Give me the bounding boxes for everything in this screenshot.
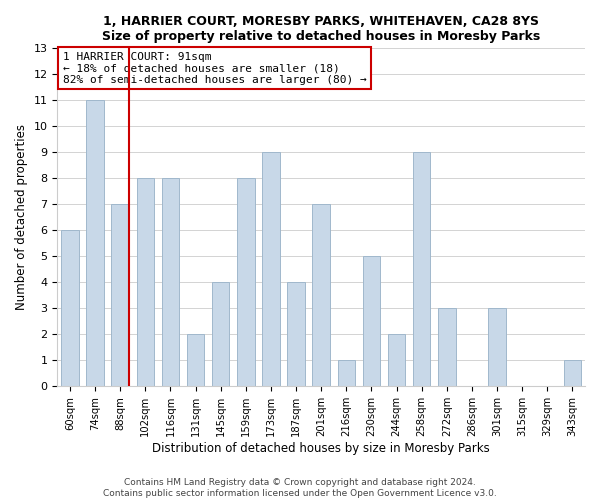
Bar [313,204,330,386]
Bar [61,230,79,386]
Bar [287,282,305,387]
Bar [338,360,355,386]
Bar [237,178,254,386]
Text: Contains HM Land Registry data © Crown copyright and database right 2024.
Contai: Contains HM Land Registry data © Crown c… [103,478,497,498]
Bar [187,334,205,386]
Title: 1, HARRIER COURT, MORESBY PARKS, WHITEHAVEN, CA28 8YS
Size of property relative : 1, HARRIER COURT, MORESBY PARKS, WHITEHA… [102,15,541,43]
Bar [362,256,380,386]
Bar [388,334,406,386]
Bar [488,308,506,386]
Bar [438,308,455,386]
Bar [262,152,280,386]
Bar [86,100,104,387]
Bar [212,282,229,387]
X-axis label: Distribution of detached houses by size in Moresby Parks: Distribution of detached houses by size … [152,442,490,455]
Text: 1 HARRIER COURT: 91sqm
← 18% of detached houses are smaller (18)
82% of semi-det: 1 HARRIER COURT: 91sqm ← 18% of detached… [62,52,367,85]
Bar [563,360,581,386]
Y-axis label: Number of detached properties: Number of detached properties [15,124,28,310]
Bar [413,152,430,386]
Bar [161,178,179,386]
Bar [112,204,129,386]
Bar [137,178,154,386]
